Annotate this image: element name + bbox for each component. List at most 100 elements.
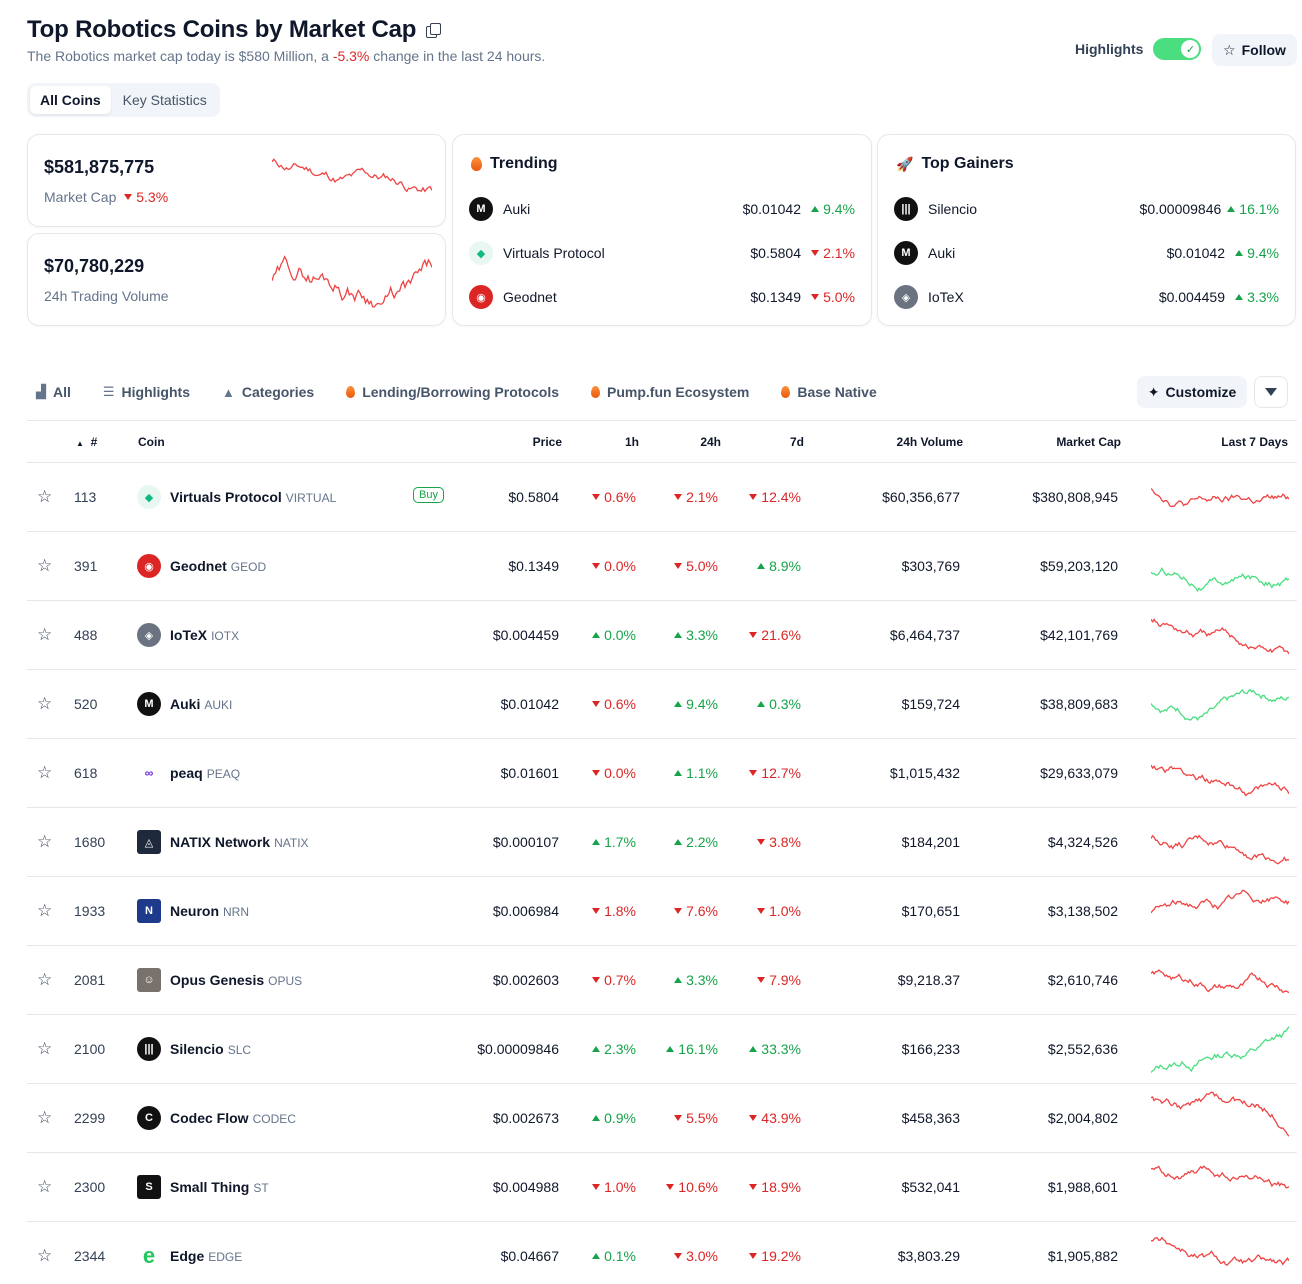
- buy-button[interactable]: Buy: [413, 487, 444, 503]
- tab-all-coins[interactable]: All Coins: [30, 86, 111, 114]
- favorite-star-icon[interactable]: ☆: [37, 625, 53, 644]
- filter-pump-fun[interactable]: Pump.fun Ecosystem: [591, 384, 749, 400]
- favorite-star-icon[interactable]: ☆: [37, 901, 53, 920]
- filter-highlights[interactable]: ☰ Highlights: [102, 384, 190, 400]
- filter-all[interactable]: ▟ All: [36, 384, 71, 400]
- favorite-star-icon[interactable]: ☆: [37, 487, 53, 506]
- col-rank[interactable]: ▲ #: [76, 435, 98, 449]
- table-row[interactable]: ☆ 618 ∞ peaq PEAQ $0.01601 0.0% 1.1% 12.7% $1,015…: [27, 739, 1297, 808]
- favorite-star-icon[interactable]: ☆: [37, 1177, 53, 1196]
- coin-name-link[interactable]: N Neuron NRN: [137, 899, 249, 923]
- top-gainers-title: 🚀 Top Gainers: [896, 155, 1014, 172]
- follow-button[interactable]: ☆ Follow: [1212, 34, 1297, 66]
- coin-name-link[interactable]: ◉ Geodnet GEOD: [137, 554, 266, 578]
- favorite-star-icon[interactable]: ☆: [37, 832, 53, 851]
- table-row[interactable]: ☆ 488 ◈ IoTeX IOTX $0.004459 0.0% 3.3% 21.6% $6,4…: [27, 601, 1297, 670]
- bars-icon: ▟: [36, 384, 46, 399]
- tab-key-statistics[interactable]: Key Statistics: [122, 92, 207, 108]
- trending-title: Trending: [471, 155, 558, 173]
- coin-name-link[interactable]: ◆ Virtuals Protocol VIRTUAL: [137, 485, 336, 509]
- view-tabs: All Coins Key Statistics: [27, 83, 220, 117]
- coin-name-link[interactable]: ||| Silencio SLC: [137, 1037, 251, 1061]
- gainer-item[interactable]: M Auki $0.01042 9.4%: [894, 241, 1279, 265]
- filter-button[interactable]: [1254, 376, 1288, 408]
- trending-item[interactable]: ◆ Virtuals Protocol $0.5804 2.1%: [469, 241, 855, 265]
- coin-rank: 2299: [74, 1110, 106, 1126]
- table-row[interactable]: ☆ 2300 S Small Thing ST $0.004988 1.0% 10.6% 18.…: [27, 1153, 1297, 1222]
- coin-symbol: NATIX: [274, 836, 309, 850]
- table-row[interactable]: ☆ 391 ◉ Geodnet GEOD $0.1349 0.0% 5.0% 8.9% $303,…: [27, 532, 1297, 601]
- favorite-star-icon[interactable]: ☆: [37, 556, 53, 575]
- codec-icon: C: [137, 1106, 161, 1130]
- coin-name-link[interactable]: ◈ IoTeX IOTX: [137, 623, 239, 647]
- col-last-7-days: Last 7 Days: [1221, 435, 1288, 449]
- trending-item[interactable]: M Auki $0.01042 9.4%: [469, 197, 855, 221]
- coin-rank: 1933: [74, 903, 106, 919]
- favorite-star-icon[interactable]: ☆: [37, 1039, 53, 1058]
- change-1h: 1.7%: [592, 834, 636, 850]
- coin-name-link[interactable]: S Small Thing ST: [137, 1175, 269, 1199]
- col-coin[interactable]: Coin: [138, 435, 165, 449]
- favorite-star-icon[interactable]: ☆: [37, 1108, 53, 1127]
- coin-name-link[interactable]: e Edge EDGE: [137, 1243, 242, 1268]
- coin-name: Neuron: [170, 903, 219, 919]
- coin-volume: $60,356,677: [882, 489, 960, 505]
- table-row[interactable]: ☆ 2344 e Edge EDGE $0.04667 0.1% 3.0% 19.2% $3,80…: [27, 1222, 1297, 1284]
- sparkline-path: [1151, 688, 1289, 721]
- coin-name-link[interactable]: C Codec Flow CODEC: [137, 1106, 296, 1130]
- sparkline-7d: [1151, 1236, 1289, 1267]
- coin-name-link[interactable]: M Auki AUKI: [137, 692, 232, 716]
- table-row[interactable]: ☆ 1933 N Neuron NRN $0.006984 1.8% 7.6% 1.0% $170…: [27, 877, 1297, 946]
- coin-name-link[interactable]: ∞ peaq PEAQ: [137, 761, 240, 785]
- col-1h[interactable]: 1h: [624, 435, 639, 449]
- coin-name: Auki: [170, 696, 201, 712]
- sparkline-path: [1151, 969, 1289, 994]
- col-price[interactable]: Price: [532, 435, 562, 449]
- copy-icon[interactable]: [426, 23, 442, 38]
- coin-rank: 2100: [74, 1041, 106, 1057]
- col-24h-volume[interactable]: 24h Volume: [896, 435, 963, 449]
- customize-button[interactable]: ✦ Customize: [1137, 376, 1247, 408]
- change-1h: 0.6%: [592, 696, 636, 712]
- coin-price: $0.00009846: [477, 1041, 559, 1057]
- col-7d[interactable]: 7d: [789, 435, 804, 449]
- coin-name-link[interactable]: ◬ NATIX Network NATIX: [137, 830, 309, 854]
- col-market-cap[interactable]: Market Cap: [1056, 435, 1121, 449]
- table-row[interactable]: ☆ 1680 ◬ NATIX Network NATIX $0.000107 1.7% 2.2…: [27, 808, 1297, 877]
- favorite-star-icon[interactable]: ☆: [37, 694, 53, 713]
- gainer-item[interactable]: ◈ IoTeX $0.004459 3.3%: [894, 285, 1279, 309]
- favorite-star-icon[interactable]: ☆: [37, 970, 53, 989]
- coin-volume: $159,724: [901, 696, 960, 712]
- col-24h[interactable]: 24h: [700, 435, 721, 449]
- iotex-icon: ◈: [137, 623, 161, 647]
- favorite-star-icon[interactable]: ☆: [37, 1246, 53, 1265]
- trending-item[interactable]: ◉ Geodnet $0.1349 5.0%: [469, 285, 855, 309]
- table-row[interactable]: ☆ 2100 ||| Silencio SLC $0.00009846 2.3% 16.1% 3…: [27, 1015, 1297, 1084]
- coin-symbol: GEOD: [230, 560, 267, 574]
- coin-name-link[interactable]: ☺ Opus Genesis OPUS: [137, 968, 302, 992]
- coin-volume: $3,803.29: [897, 1248, 960, 1264]
- table-row[interactable]: ☆ 2081 ☺ Opus Genesis OPUS $0.002603 0.7% 3.3% 7…: [27, 946, 1297, 1015]
- table-row[interactable]: ☆ 520 M Auki AUKI $0.01042 0.6% 9.4% 0.3% $159,72…: [27, 670, 1297, 739]
- table-row[interactable]: ☆ 2299 C Codec Flow CODEC $0.002673 0.9% 5.5% 43…: [27, 1084, 1297, 1153]
- coin-volume: $303,769: [901, 558, 960, 574]
- subtitle-text-end: change in the last 24 hours.: [369, 48, 546, 64]
- change-1h: 0.6%: [592, 489, 636, 505]
- table-row[interactable]: ☆ 113 ◆ Virtuals Protocol VIRTUAL Buy $0.5804 0…: [27, 463, 1297, 532]
- sparkline-path: [1151, 618, 1289, 655]
- gainer-item-price: $0.01042: [1166, 245, 1225, 261]
- highlights-toggle[interactable]: ✓: [1153, 38, 1202, 60]
- change-24h: 2.1%: [674, 489, 718, 505]
- change-7d: 0.3%: [757, 696, 801, 712]
- change-1h: 0.0%: [592, 765, 636, 781]
- favorite-star-icon[interactable]: ☆: [37, 763, 53, 782]
- change-7d: 8.9%: [757, 558, 801, 574]
- change-24h: 16.1%: [666, 1041, 718, 1057]
- coin-market-cap: $2,004,802: [1047, 1110, 1118, 1126]
- filter-lending-borrowing[interactable]: Lending/Borrowing Protocols: [346, 384, 559, 400]
- filter-categories[interactable]: ▲ Categories: [221, 384, 315, 400]
- coin-market-cap: $1,905,882: [1047, 1248, 1118, 1264]
- filter-base-native[interactable]: Base Native: [781, 384, 877, 400]
- gainer-item[interactable]: ||| Silencio $0.00009846 16.1%: [894, 197, 1279, 221]
- trending-item-price: $0.5804: [750, 245, 801, 261]
